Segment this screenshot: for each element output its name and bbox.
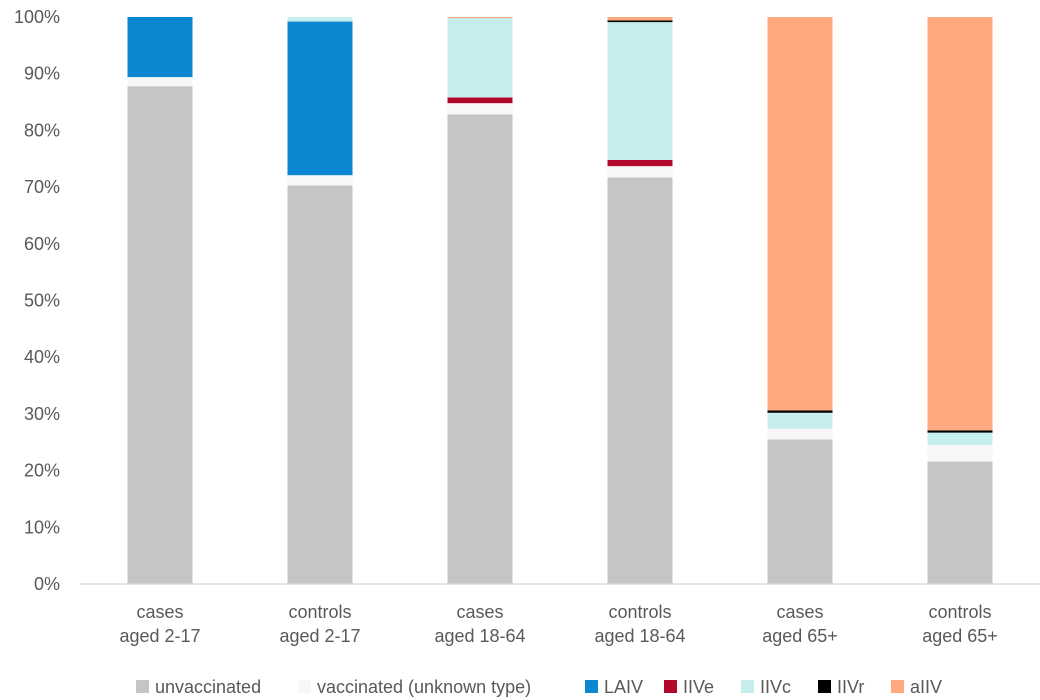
- bar-segment: [768, 410, 833, 412]
- bar-segment: [768, 17, 833, 410]
- bar-stacks: [128, 17, 993, 584]
- legend-label: IIVr: [837, 677, 864, 697]
- legend: unvaccinated vaccinated (unknown type) LAI…: [136, 677, 942, 697]
- bar-segment: [608, 166, 673, 177]
- x-category-label: aged 18-64: [594, 626, 685, 646]
- x-category-label: aged 2-17: [279, 626, 360, 646]
- legend-swatch: [664, 680, 677, 693]
- y-tick-label: 100%: [14, 7, 60, 27]
- x-category-label: cases: [776, 602, 823, 622]
- bar-segment: [928, 462, 993, 584]
- y-tick-label: 70%: [24, 177, 60, 197]
- bar-segment: [928, 430, 993, 432]
- bar-segment: [128, 17, 193, 77]
- legend-swatch: [891, 680, 904, 693]
- legend-swatch: [741, 680, 754, 693]
- bar-segment: [448, 103, 513, 114]
- x-category-label: cases: [136, 602, 183, 622]
- bar-segment: [608, 160, 673, 166]
- y-tick-label: 20%: [24, 461, 60, 481]
- bar-segment: [768, 439, 833, 584]
- x-category-label: cases: [456, 602, 503, 622]
- x-category-label: controls: [608, 602, 671, 622]
- bar-segment: [928, 445, 993, 461]
- bar-segment: [608, 177, 673, 584]
- legend-label: IIVe: [683, 677, 714, 697]
- y-tick-label: 10%: [24, 517, 60, 537]
- legend-swatch: [136, 680, 149, 693]
- bar-segment: [288, 185, 353, 584]
- legend-swatch: [818, 680, 831, 693]
- bar-segment: [288, 17, 353, 22]
- y-tick-label: 80%: [24, 120, 60, 140]
- y-tick-label: 90%: [24, 64, 60, 84]
- bar-segment: [608, 17, 673, 20]
- bar-segment: [768, 413, 833, 429]
- bar-segment: [448, 18, 513, 97]
- x-category-label: controls: [928, 602, 991, 622]
- bar-segment: [448, 115, 513, 584]
- bar-segment: [768, 429, 833, 440]
- x-category-label: controls: [288, 602, 351, 622]
- bar-segment: [608, 22, 673, 160]
- bar-segment: [128, 86, 193, 584]
- bar-segment: [448, 17, 513, 18]
- x-category-label: aged 18-64: [434, 626, 525, 646]
- legend-label: vaccinated (unknown type): [317, 677, 531, 697]
- bar-segment: [928, 433, 993, 445]
- legend-swatch: [298, 680, 311, 693]
- bar-segment: [448, 98, 513, 104]
- bar-segment: [288, 22, 353, 176]
- y-tick-label: 50%: [24, 291, 60, 311]
- bar-segment: [128, 77, 193, 86]
- legend-label: unvaccinated: [155, 677, 261, 697]
- y-tick-label: 40%: [24, 347, 60, 367]
- legend-swatch: [585, 680, 598, 693]
- x-axis-category-labels: cases aged 2-17 controls aged 2-17 cases aged…: [119, 602, 997, 646]
- y-axis-ticks: 0% 10% 20% 30% 40% 50% 60% 70% 80% 90% 100%: [14, 7, 60, 594]
- bar-segment: [608, 20, 673, 22]
- bar-segment: [928, 17, 993, 430]
- x-category-label: aged 65+: [922, 626, 998, 646]
- legend-label: IIVc: [760, 677, 791, 697]
- x-category-label: aged 65+: [762, 626, 838, 646]
- legend-label: LAIV: [604, 677, 643, 697]
- y-tick-label: 0%: [34, 574, 60, 594]
- y-tick-label: 60%: [24, 234, 60, 254]
- legend-label: aIIV: [910, 677, 942, 697]
- bar-segment: [288, 175, 353, 185]
- x-category-label: aged 2-17: [119, 626, 200, 646]
- y-tick-label: 30%: [24, 404, 60, 424]
